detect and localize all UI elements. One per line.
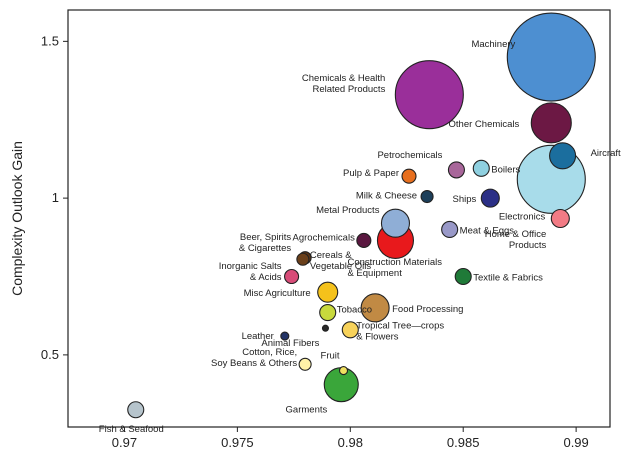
bubble-label: Fruit	[321, 351, 340, 362]
bubble-point	[506, 12, 596, 102]
bubble-point	[341, 321, 359, 339]
bubble-label: Cotton, Rice, Soy Beans & Others	[211, 347, 297, 369]
bubble-point	[298, 357, 312, 371]
y-axis-title: Complexity Outlook Gain	[9, 141, 25, 296]
bubble-point	[480, 188, 500, 208]
bubble-point	[394, 60, 464, 130]
x-tick-label: 0.985	[447, 435, 480, 450]
bubble-label: Milk & Cheese	[356, 191, 417, 202]
bubble-label: Chemicals & Health Related Products	[302, 73, 386, 95]
bubble-label: Cereals & Vegetable Oils	[310, 250, 372, 272]
bubble-label: Meat & Eggs	[460, 225, 515, 236]
bubble-label: Boilers	[491, 164, 520, 175]
bubble-label: Tropical Tree—crops & Flowers	[356, 320, 444, 342]
bubble-label: Food Processing	[392, 304, 463, 315]
bubble-point	[401, 168, 417, 184]
x-tick-label: 0.98	[338, 435, 363, 450]
bubble-layer	[127, 12, 596, 419]
bubble-point	[549, 142, 577, 170]
bubble-label: Other Chemicals	[449, 119, 520, 130]
bubble-label: Inorganic Salts & Acids	[219, 261, 282, 283]
bubble-point	[317, 281, 339, 303]
x-tick-label: 0.97	[112, 435, 137, 450]
bubble-label: Machinery	[471, 39, 515, 50]
bubble-label: Fish & Seafood	[99, 424, 164, 435]
bubble-point	[530, 102, 572, 144]
bubble-point	[380, 208, 411, 238]
bubble-label: Garments	[286, 405, 328, 416]
bubble-label: Leather	[242, 331, 274, 342]
y-tick-label: 1.5	[41, 33, 59, 48]
bubble-point	[360, 293, 390, 323]
bubble-label: Tobacco	[337, 305, 372, 316]
bubble-point	[472, 159, 490, 177]
bubble-label: Petrochemicals	[377, 150, 442, 161]
bubble-point	[280, 331, 290, 341]
plot-frame	[67, 9, 611, 428]
bubble-label: Animal Fibers	[261, 338, 319, 349]
bubble-point	[127, 401, 145, 419]
x-axis: 0.97 0.975 0.98 0.985 0.99	[112, 427, 589, 450]
bubble-point	[321, 324, 330, 332]
bubble-label: Electronics	[499, 211, 546, 222]
bubble-point	[447, 161, 465, 179]
bubble-label: Ships	[453, 194, 477, 205]
bubble-label: Aircraft	[591, 148, 621, 159]
bubble-point	[454, 267, 472, 286]
x-tick-label: 0.99	[563, 435, 588, 450]
bubble-point	[420, 190, 434, 204]
y-axis: 0.5 1 1.5	[41, 33, 68, 362]
bubble-label: Construction Materials & Equipment	[347, 257, 442, 279]
bubble-label: Agrochemicals	[293, 232, 356, 243]
bubble-point	[338, 366, 349, 376]
bubble-point	[319, 304, 337, 322]
bubble-point	[296, 252, 310, 266]
bubble-label: Misc Agriculture	[244, 288, 311, 299]
bubble-label: Pulp & Paper	[343, 168, 399, 179]
bubble-point	[550, 208, 570, 229]
bubble-label: Home & Office Products	[485, 229, 547, 251]
bubble-label: Beer, Spirits & Cigarettes	[239, 232, 292, 254]
bubble-label: Textile & Fabrics	[473, 273, 543, 284]
bubble-point	[284, 268, 300, 285]
y-tick-label: 1	[52, 190, 59, 205]
bubble-point	[441, 220, 459, 239]
bubble-label: Metal Products	[316, 205, 380, 216]
x-tick-label: 0.975	[221, 435, 254, 450]
bubble-label-layer: Machinery Chemicals & Health Related Produ…	[99, 39, 621, 435]
bubble-point	[356, 232, 372, 248]
y-tick-label: 0.5	[41, 347, 59, 362]
